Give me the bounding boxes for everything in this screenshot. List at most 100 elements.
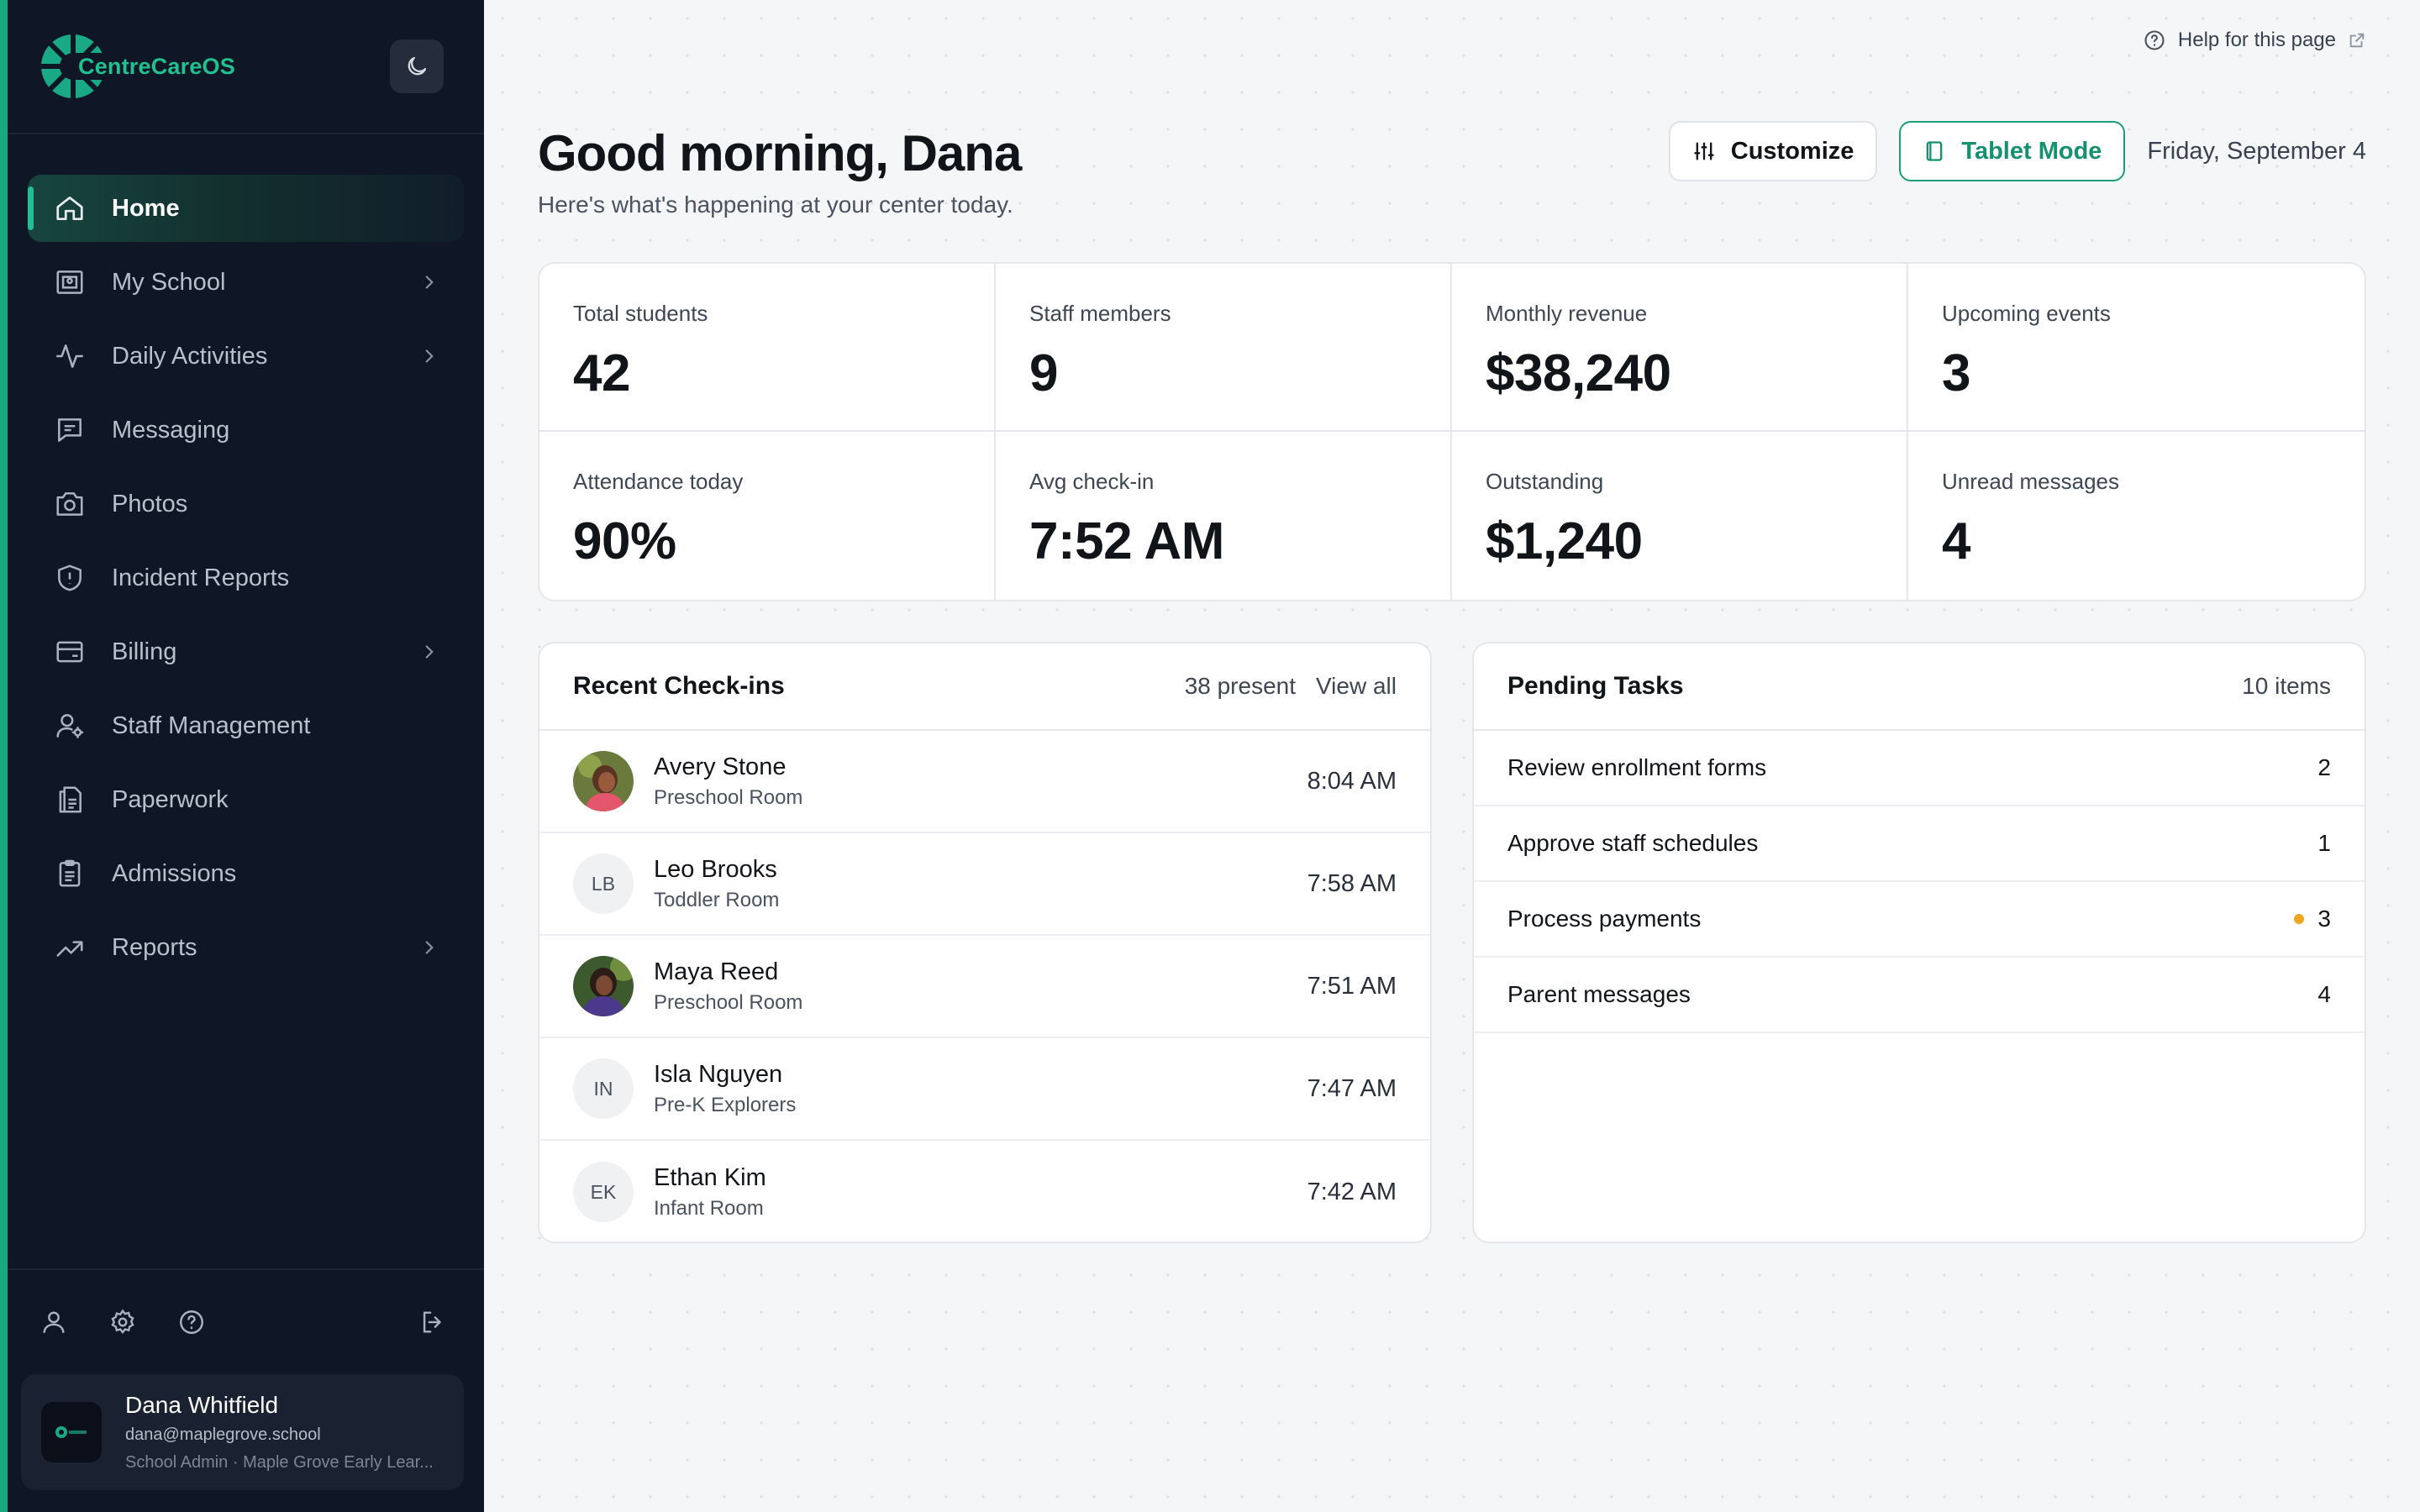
settings-icon[interactable] — [108, 1308, 137, 1336]
child-name: Maya Reed — [654, 958, 779, 985]
main-content: Help for this page Good morning, Dana He… — [484, 0, 2420, 1512]
sidebar-item-reports[interactable]: Reports — [28, 914, 464, 981]
room-name: Pre-K Explorers — [654, 1093, 797, 1116]
pending-tasks-card: Pending Tasks 10 items Review enrollment… — [1472, 642, 2366, 1243]
recent-checkins-card: Recent Check-ins 38 present View all Ave… — [538, 642, 1432, 1243]
task-row[interactable]: Process payments 3 — [1474, 882, 2365, 958]
tablet-mode-button[interactable]: Tablet Mode — [1899, 121, 2126, 181]
sidebar-item-label: Home — [112, 194, 180, 222]
task-row[interactable]: Approve staff schedules 1 — [1474, 806, 2365, 882]
stat-label: Staff members — [1029, 301, 1171, 326]
sidebar-item-label: Paperwork — [112, 785, 229, 813]
stat-label: Upcoming events — [1942, 301, 2111, 326]
sidebar-item-daily-activities[interactable]: Daily Activities — [28, 323, 464, 390]
checkin-time: 8:04 AM — [1307, 767, 1397, 795]
stat-unread-messages: Unread messages 4 — [1908, 432, 2365, 600]
task-count: 1 — [2317, 830, 2331, 856]
checkin-row[interactable]: IN Isla Nguyen Pre-K Explorers 7:47 AM — [539, 1038, 1430, 1141]
stat-value: 9 — [1029, 344, 1058, 402]
brand-logo-link[interactable]: CentreCareOS — [39, 33, 235, 100]
chevron-right-icon — [425, 645, 434, 659]
tablet-mode-label: Tablet Mode — [1961, 137, 2102, 165]
task-count: 4 — [2317, 981, 2331, 1007]
sidebar-item-label: Incident Reports — [112, 564, 290, 591]
theme-toggle-button[interactable] — [390, 39, 444, 93]
sidebar-item-label: Daily Activities — [112, 342, 268, 370]
help-link[interactable]: Help for this page — [2143, 29, 2366, 52]
stat-value: 7:52 AM — [1029, 512, 1224, 570]
sidebar-item-label: My School — [112, 268, 226, 296]
stats-grid: Total students 42 Staff members 9 Monthl… — [538, 262, 2366, 601]
shield-icon — [53, 561, 87, 595]
stat-monthly-revenue: Monthly revenue $38,240 — [1452, 264, 1908, 432]
user-email: dana@maplegrove.school — [125, 1425, 321, 1444]
room-name: Preschool Room — [654, 785, 803, 809]
task-row[interactable]: Parent messages 4 — [1474, 958, 2365, 1033]
document-icon — [53, 783, 87, 816]
help-circle-icon[interactable] — [177, 1308, 206, 1336]
chevron-right-icon — [425, 941, 434, 954]
sidebar-item-label: Messaging — [112, 416, 230, 444]
stat-value: 3 — [1942, 344, 1970, 402]
stat-outstanding: Outstanding $1,240 — [1452, 432, 1908, 600]
avatar: EK — [573, 1162, 634, 1222]
card-title: Recent Check-ins — [573, 672, 785, 700]
trending-up-icon — [53, 931, 87, 964]
task-row[interactable]: Review enrollment forms 2 — [1474, 731, 2365, 806]
child-name: Ethan Kim — [654, 1163, 766, 1191]
page-title: Good morning, Dana — [538, 125, 1022, 181]
task-label: Process payments — [1507, 906, 1702, 932]
customize-label: Customize — [1730, 137, 1854, 165]
stat-label: Total students — [573, 301, 708, 326]
help-circle-icon — [2144, 30, 2165, 50]
activity-icon — [53, 339, 87, 373]
customize-button[interactable]: Customize — [1668, 121, 1878, 181]
stat-value: 4 — [1942, 512, 1970, 570]
sidebar: CentreCareOS Home My School Daily Activi… — [0, 0, 484, 1512]
logout-icon[interactable] — [418, 1308, 447, 1336]
attention-dot-icon — [2294, 914, 2305, 924]
header-actions: Customize Tablet Mode Friday, September … — [1668, 121, 2366, 181]
sidebar-item-admissions[interactable]: Admissions — [28, 840, 464, 907]
camera-icon — [53, 487, 87, 521]
checkin-row[interactable]: Maya Reed Preschool Room 7:51 AM — [539, 936, 1430, 1038]
task-count: 2 — [2317, 754, 2331, 780]
view-all-link[interactable]: View all — [1316, 673, 1397, 699]
card-title: Pending Tasks — [1507, 672, 1684, 700]
room-name: Toddler Room — [654, 888, 780, 911]
sidebar-item-staff-management[interactable]: Staff Management — [28, 692, 464, 759]
sidebar-item-incident-reports[interactable]: Incident Reports — [28, 544, 464, 612]
sidebar-item-home[interactable]: Home — [28, 175, 464, 242]
task-count: 3 — [2317, 906, 2331, 932]
stat-total-students: Total students 42 — [539, 264, 996, 432]
current-date: Friday, September 4 — [2147, 137, 2366, 165]
checkin-row[interactable]: LB Leo Brooks Toddler Room 7:58 AM — [539, 833, 1430, 936]
avatar: IN — [573, 1058, 634, 1119]
sidebar-item-messaging[interactable]: Messaging — [28, 396, 464, 464]
checkin-time: 7:42 AM — [1307, 1178, 1397, 1205]
page-subtitle: Here's what's happening at your center t… — [538, 192, 1013, 218]
sidebar-nav: Home My School Daily Activities Messagin… — [8, 134, 484, 1268]
chevron-right-icon — [425, 349, 434, 363]
stat-label: Avg check-in — [1029, 469, 1155, 494]
stat-value: 42 — [573, 344, 630, 402]
stat-upcoming-events: Upcoming events 3 — [1908, 264, 2365, 432]
user-profile-card[interactable]: Dana Whitfield dana@maplegrove.school Sc… — [21, 1374, 464, 1490]
avatar — [573, 956, 634, 1016]
task-total-count: 10 items — [2242, 673, 2331, 699]
user-cog-icon — [53, 709, 87, 743]
checkin-row[interactable]: EK Ethan Kim Infant Room 7:42 AM — [539, 1141, 1430, 1242]
sidebar-item-paperwork[interactable]: Paperwork — [28, 766, 464, 833]
chevron-right-icon — [425, 276, 434, 289]
child-name: Avery Stone — [654, 753, 786, 780]
checkin-row[interactable]: Avery Stone Preschool Room 8:04 AM — [539, 731, 1430, 833]
stat-label: Unread messages — [1942, 469, 2119, 494]
profile-icon[interactable] — [39, 1308, 68, 1336]
sidebar-item-photos[interactable]: Photos — [28, 470, 464, 538]
sidebar-item-my-school[interactable]: My School — [28, 249, 464, 316]
help-label: Help for this page — [2177, 29, 2336, 51]
stat-staff-members: Staff members 9 — [996, 264, 1452, 432]
brand-name: CentreCareOS — [78, 53, 235, 79]
sidebar-item-billing[interactable]: Billing — [28, 618, 464, 685]
user-name: Dana Whitfield — [125, 1392, 279, 1418]
